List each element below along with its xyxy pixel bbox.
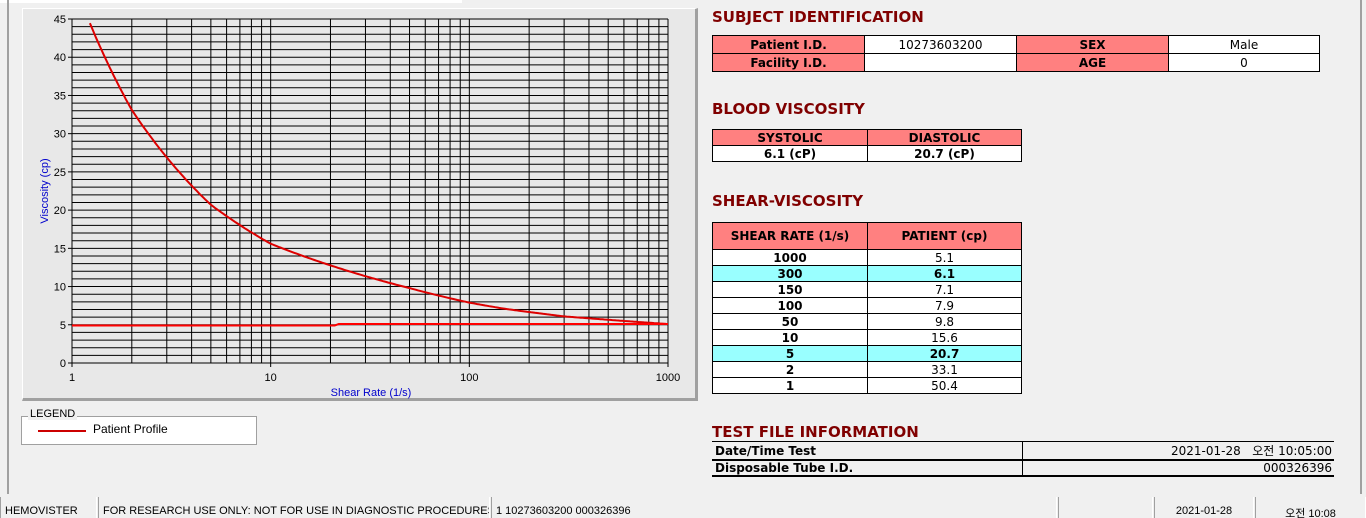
y-tick-label: 30 — [54, 129, 66, 141]
viscosity-chart: 0 5 10 15 20 25 30 35 40 45 1 10 100 1000 Shear Rate … — [39, 14, 680, 399]
shear-rate-cell: 50 — [712, 313, 868, 330]
status-bar: HEMOVISTER FOR RESEARCH USE ONLY: NOT FO… — [0, 497, 1366, 518]
shear-row: 5 20.7 — [712, 345, 1022, 362]
patient-value-cell: 7.1 — [867, 281, 1022, 298]
shear-rate-cell: 5 — [712, 345, 868, 362]
shear-viscosity-title: SHEAR-VISCOSITY — [712, 192, 864, 210]
x-tick-label: 100 — [460, 372, 478, 384]
blood-viscosity-table: SYSTOLIC DIASTOLIC 6.1 (cP) 20.7 (cP) — [712, 129, 1022, 162]
date-time-label: Date/Time Test — [712, 441, 1023, 461]
patient-profile-line — [88, 22, 669, 325]
shear-row: 2 33.1 — [712, 361, 1022, 378]
x-tick-label: 1000 — [656, 372, 680, 384]
patient-value-cell: 50.4 — [867, 377, 1022, 394]
shear-row: 50 9.8 — [712, 313, 1022, 330]
legend-label: Patient Profile — [93, 422, 168, 436]
window-border — [7, 0, 9, 494]
systolic-value: 6.1 (cP) — [712, 145, 868, 162]
test-file-table: Date/Time Test 2021-01-28 오전 10:05:00 Dis… — [712, 441, 1334, 477]
legend-title: LEGEND — [28, 408, 78, 420]
sex-value: Male — [1168, 35, 1320, 54]
shear-rate-cell: 2 — [712, 361, 868, 378]
status-notice: FOR RESEARCH USE ONLY: NOT FOR USE IN DI… — [98, 497, 490, 518]
diastolic-value: 20.7 (cP) — [867, 145, 1022, 162]
facility-id-label: Facility I.D. — [712, 53, 865, 72]
shear-row: 100 7.9 — [712, 297, 1022, 314]
x-tick-label: 10 — [265, 372, 277, 384]
tube-id-value: 000326396 — [1022, 460, 1334, 477]
status-time: 오전 10:08 — [1255, 497, 1366, 518]
x-axis-label: Shear Rate (1/s) — [331, 387, 412, 399]
age-label: AGE — [1016, 53, 1169, 72]
shear-rate-cell: 1 — [712, 377, 868, 394]
patient-value-cell: 15.6 — [867, 329, 1022, 346]
shear-row: 1000 5.1 — [712, 249, 1022, 266]
subject-title: SUBJECT IDENTIFICATION — [712, 8, 924, 26]
shear-rate-cell: 100 — [712, 297, 868, 314]
status-app-name: HEMOVISTER — [0, 497, 97, 518]
patient-value-cell: 33.1 — [867, 361, 1022, 378]
y-tick-label: 10 — [54, 282, 66, 294]
subject-table: Patient I.D. 10273603200 SEX Male Facility … — [712, 35, 1320, 72]
test-file-title: TEST FILE INFORMATION — [712, 423, 919, 441]
date-time-value: 2021-01-28 오전 10:05:00 — [1022, 441, 1334, 461]
facility-id-value — [864, 53, 1017, 72]
shear-row: 10 15.6 — [712, 329, 1022, 346]
patient-value-cell: 20.7 — [867, 345, 1022, 362]
shear-row: 150 7.1 — [712, 281, 1022, 298]
patient-value-cell: 5.1 — [867, 249, 1022, 266]
shear-rate-cell: 150 — [712, 281, 868, 298]
sex-label: SEX — [1016, 35, 1169, 54]
patient-id-value: 10273603200 — [864, 35, 1017, 54]
chart-panel — [22, 8, 698, 401]
y-tick-label: 0 — [60, 358, 66, 370]
shear-row: 1 50.4 — [712, 377, 1022, 394]
shear-row: 300 6.1 — [712, 265, 1022, 282]
shear-rate-header: SHEAR RATE (1/s) — [712, 222, 868, 250]
tube-id-label: Disposable Tube I.D. — [712, 460, 1023, 477]
patient-header: PATIENT (cp) — [867, 222, 1022, 250]
y-tick-label: 20 — [54, 205, 66, 217]
shear-rate-cell: 300 — [712, 265, 868, 282]
y-tick-label: 40 — [54, 52, 66, 64]
window-border — [1360, 0, 1362, 494]
y-axis-label: Viscosity (cp) — [39, 158, 51, 223]
status-date: 2021-01-28 — [1154, 497, 1254, 518]
patient-value-cell: 6.1 — [867, 265, 1022, 282]
diastolic-label: DIASTOLIC — [867, 129, 1022, 146]
age-value: 0 — [1168, 53, 1320, 72]
legend-line-swatch — [38, 430, 86, 432]
shear-rate-cell: 1000 — [712, 249, 868, 266]
y-tick-label: 45 — [54, 14, 66, 26]
top-edge — [0, 0, 462, 3]
y-tick-label: 15 — [54, 243, 66, 255]
status-empty — [1058, 497, 1153, 518]
status-ids: 1 10273603200 000326396 — [491, 497, 1057, 518]
blood-viscosity-title: BLOOD VISCOSITY — [712, 100, 865, 118]
y-tick-label: 35 — [54, 90, 66, 102]
shear-rate-cell: 10 — [712, 329, 868, 346]
systolic-label: SYSTOLIC — [712, 129, 868, 146]
patient-value-cell: 7.9 — [867, 297, 1022, 314]
patient-id-label: Patient I.D. — [712, 35, 865, 54]
shear-viscosity-table: SHEAR RATE (1/s) PATIENT (cp) 1000 5.1 300 6… — [712, 222, 1022, 394]
x-tick-label: 1 — [69, 372, 75, 384]
baseline-line — [72, 323, 668, 327]
y-tick-label: 25 — [54, 167, 66, 179]
patient-value-cell: 9.8 — [867, 313, 1022, 330]
y-tick-label: 5 — [60, 320, 66, 332]
